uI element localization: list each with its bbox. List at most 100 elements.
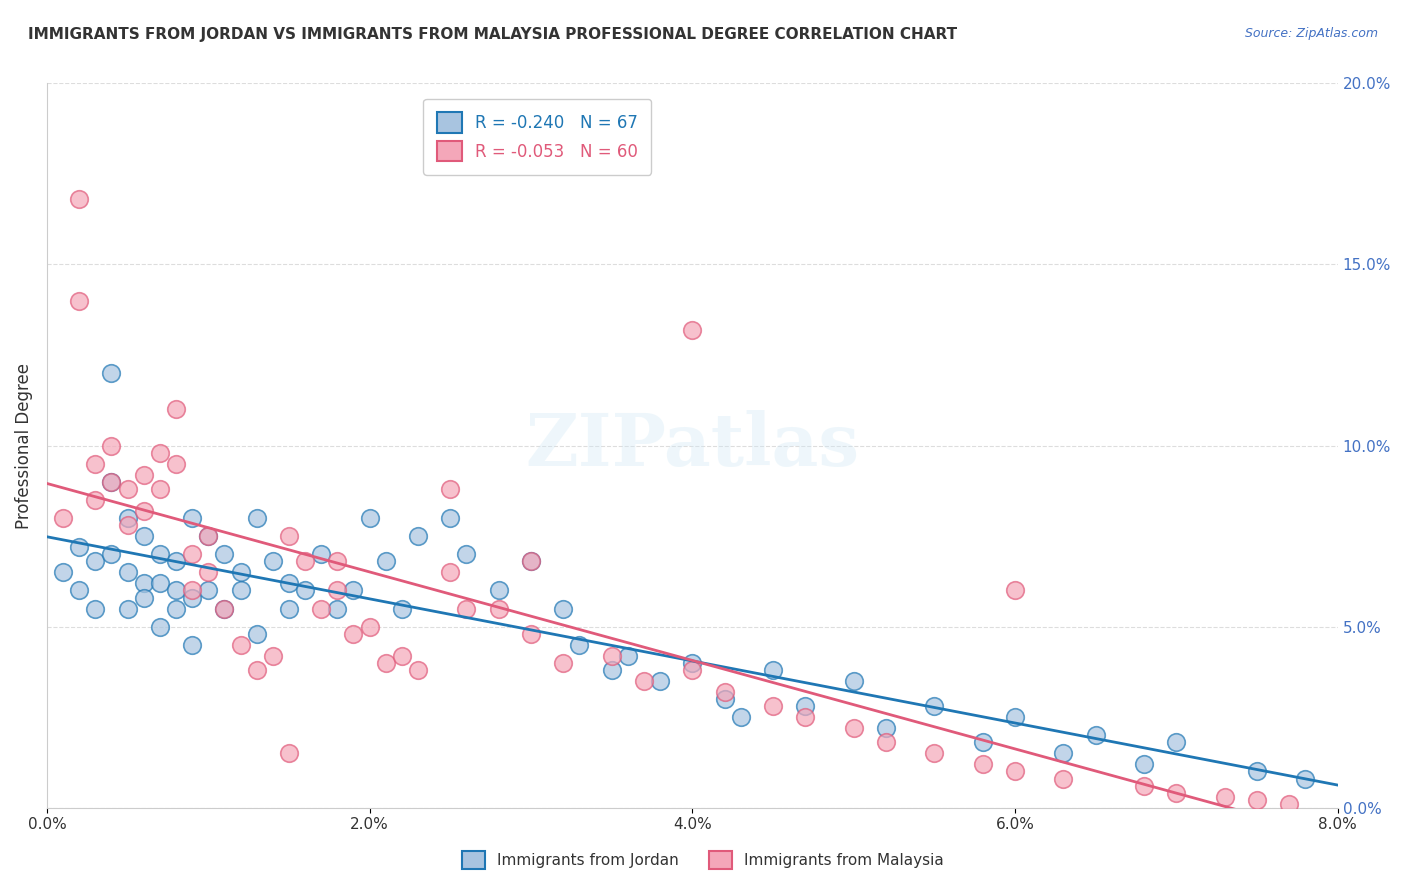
Point xyxy=(277,601,299,615)
Point xyxy=(681,656,703,670)
Point xyxy=(326,601,349,615)
Point xyxy=(794,699,817,714)
Point xyxy=(488,601,510,615)
Point xyxy=(132,467,155,482)
Point xyxy=(229,566,252,580)
Point xyxy=(617,648,640,663)
Point xyxy=(165,554,187,568)
Point xyxy=(67,540,90,554)
Point xyxy=(730,710,752,724)
Point xyxy=(181,591,204,605)
Point xyxy=(67,192,90,206)
Point xyxy=(374,656,396,670)
Point xyxy=(1004,583,1026,598)
Point xyxy=(277,529,299,543)
Point xyxy=(229,583,252,598)
Point xyxy=(1213,789,1236,804)
Point xyxy=(277,747,299,761)
Point xyxy=(1133,779,1156,793)
Point xyxy=(246,511,269,525)
Point xyxy=(553,656,575,670)
Point xyxy=(924,747,946,761)
Point xyxy=(132,576,155,591)
Point xyxy=(1133,757,1156,772)
Point xyxy=(1166,786,1188,800)
Point xyxy=(197,529,219,543)
Point xyxy=(229,638,252,652)
Point xyxy=(181,547,204,561)
Point xyxy=(342,627,364,641)
Point xyxy=(359,511,381,525)
Point xyxy=(117,511,139,525)
Point xyxy=(67,293,90,308)
Point xyxy=(681,323,703,337)
Point xyxy=(84,492,107,507)
Point xyxy=(84,457,107,471)
Point xyxy=(456,547,478,561)
Point xyxy=(1052,772,1074,786)
Point xyxy=(439,566,461,580)
Point xyxy=(246,627,269,641)
Point xyxy=(181,638,204,652)
Point xyxy=(214,547,236,561)
Point xyxy=(972,735,994,749)
Point xyxy=(520,554,543,568)
Point xyxy=(326,554,349,568)
Point xyxy=(149,576,172,591)
Point xyxy=(117,566,139,580)
Point xyxy=(342,583,364,598)
Point xyxy=(406,663,429,677)
Point xyxy=(794,710,817,724)
Point xyxy=(600,663,623,677)
Point xyxy=(568,638,591,652)
Point xyxy=(100,366,122,380)
Point xyxy=(294,583,316,598)
Point xyxy=(520,627,543,641)
Point xyxy=(197,583,219,598)
Text: IMMIGRANTS FROM JORDAN VS IMMIGRANTS FROM MALAYSIA PROFESSIONAL DEGREE CORRELATI: IMMIGRANTS FROM JORDAN VS IMMIGRANTS FRO… xyxy=(28,27,957,42)
Point xyxy=(456,601,478,615)
Point xyxy=(1004,764,1026,779)
Point xyxy=(359,619,381,633)
Legend: Immigrants from Jordan, Immigrants from Malaysia: Immigrants from Jordan, Immigrants from … xyxy=(456,845,950,875)
Point xyxy=(309,547,332,561)
Point xyxy=(52,511,75,525)
Text: ZIPatlas: ZIPatlas xyxy=(526,410,859,481)
Point xyxy=(924,699,946,714)
Point xyxy=(165,601,187,615)
Point xyxy=(326,583,349,598)
Point xyxy=(391,648,413,663)
Point xyxy=(1004,710,1026,724)
Point xyxy=(165,457,187,471)
Point xyxy=(600,648,623,663)
Point xyxy=(84,601,107,615)
Point xyxy=(1246,764,1268,779)
Point xyxy=(406,529,429,543)
Point xyxy=(100,475,122,489)
Point xyxy=(181,511,204,525)
Point xyxy=(197,529,219,543)
Point xyxy=(681,663,703,677)
Point xyxy=(439,511,461,525)
Point xyxy=(197,566,219,580)
Legend: R = -0.240   N = 67, R = -0.053   N = 60: R = -0.240 N = 67, R = -0.053 N = 60 xyxy=(423,99,651,175)
Point xyxy=(875,735,897,749)
Point xyxy=(391,601,413,615)
Point xyxy=(309,601,332,615)
Point xyxy=(1278,797,1301,811)
Point xyxy=(165,402,187,417)
Point xyxy=(842,721,865,735)
Point xyxy=(1246,793,1268,807)
Point xyxy=(100,439,122,453)
Point xyxy=(117,601,139,615)
Point xyxy=(633,673,655,688)
Point xyxy=(67,583,90,598)
Point xyxy=(117,482,139,496)
Point xyxy=(149,619,172,633)
Point xyxy=(648,673,671,688)
Point xyxy=(149,547,172,561)
Point xyxy=(1084,728,1107,742)
Point xyxy=(181,583,204,598)
Point xyxy=(262,648,284,663)
Point xyxy=(132,529,155,543)
